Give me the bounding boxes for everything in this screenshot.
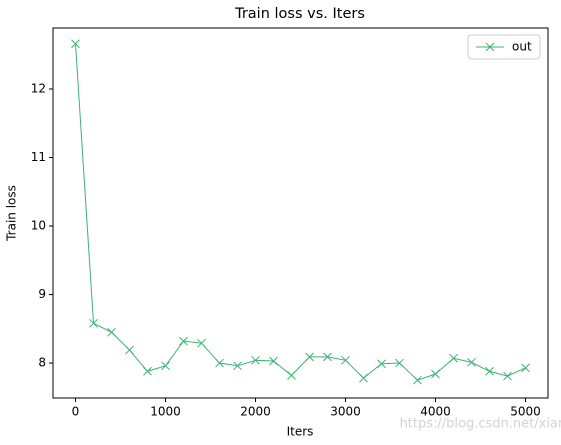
y-tick-label: 10: [31, 219, 46, 233]
x-tick-label: 2000: [240, 405, 271, 419]
marker: [197, 338, 206, 348]
marker: [125, 345, 134, 355]
marker: [89, 318, 98, 328]
marker: [377, 359, 386, 369]
x-axis-label: Iters: [287, 425, 314, 439]
legend-marker: [485, 42, 495, 52]
marker: [431, 369, 440, 379]
marker: [287, 371, 296, 380]
marker: [215, 358, 224, 368]
marker: [107, 327, 116, 337]
x-tick-label: 1000: [150, 405, 181, 419]
marker: [341, 355, 350, 365]
marker: [323, 352, 332, 362]
x-tick-label: 5000: [510, 405, 541, 419]
plot-frame: [52, 27, 549, 399]
marker: [251, 355, 260, 365]
watermark: https://blog.csdn.net/xianshang001: [400, 417, 561, 432]
y-axis-label: Train loss: [5, 185, 19, 242]
y-tick-label: 12: [31, 81, 46, 95]
marker: [269, 356, 278, 366]
marker: [71, 39, 80, 49]
marker: [413, 375, 422, 385]
marker: [161, 361, 170, 371]
marker: [503, 371, 512, 381]
marker: [449, 353, 458, 363]
marker: [467, 358, 476, 367]
x-tick-label: 3000: [330, 405, 361, 419]
x-tick-label: 4000: [420, 405, 451, 419]
y-tick-label: 8: [38, 356, 46, 370]
y-tick-label: 11: [31, 150, 46, 164]
legend-label: out: [512, 40, 532, 54]
marker: [305, 352, 314, 362]
x-tick-label: 0: [72, 405, 80, 419]
marker: [485, 366, 494, 376]
marker: [359, 373, 368, 383]
marker: [143, 366, 152, 376]
marker: [521, 363, 530, 373]
chart-title: Train loss vs. Iters: [234, 6, 365, 22]
marker: [233, 361, 242, 371]
marker: [179, 336, 188, 346]
marker: [395, 358, 404, 368]
y-tick-label: 9: [38, 287, 46, 301]
